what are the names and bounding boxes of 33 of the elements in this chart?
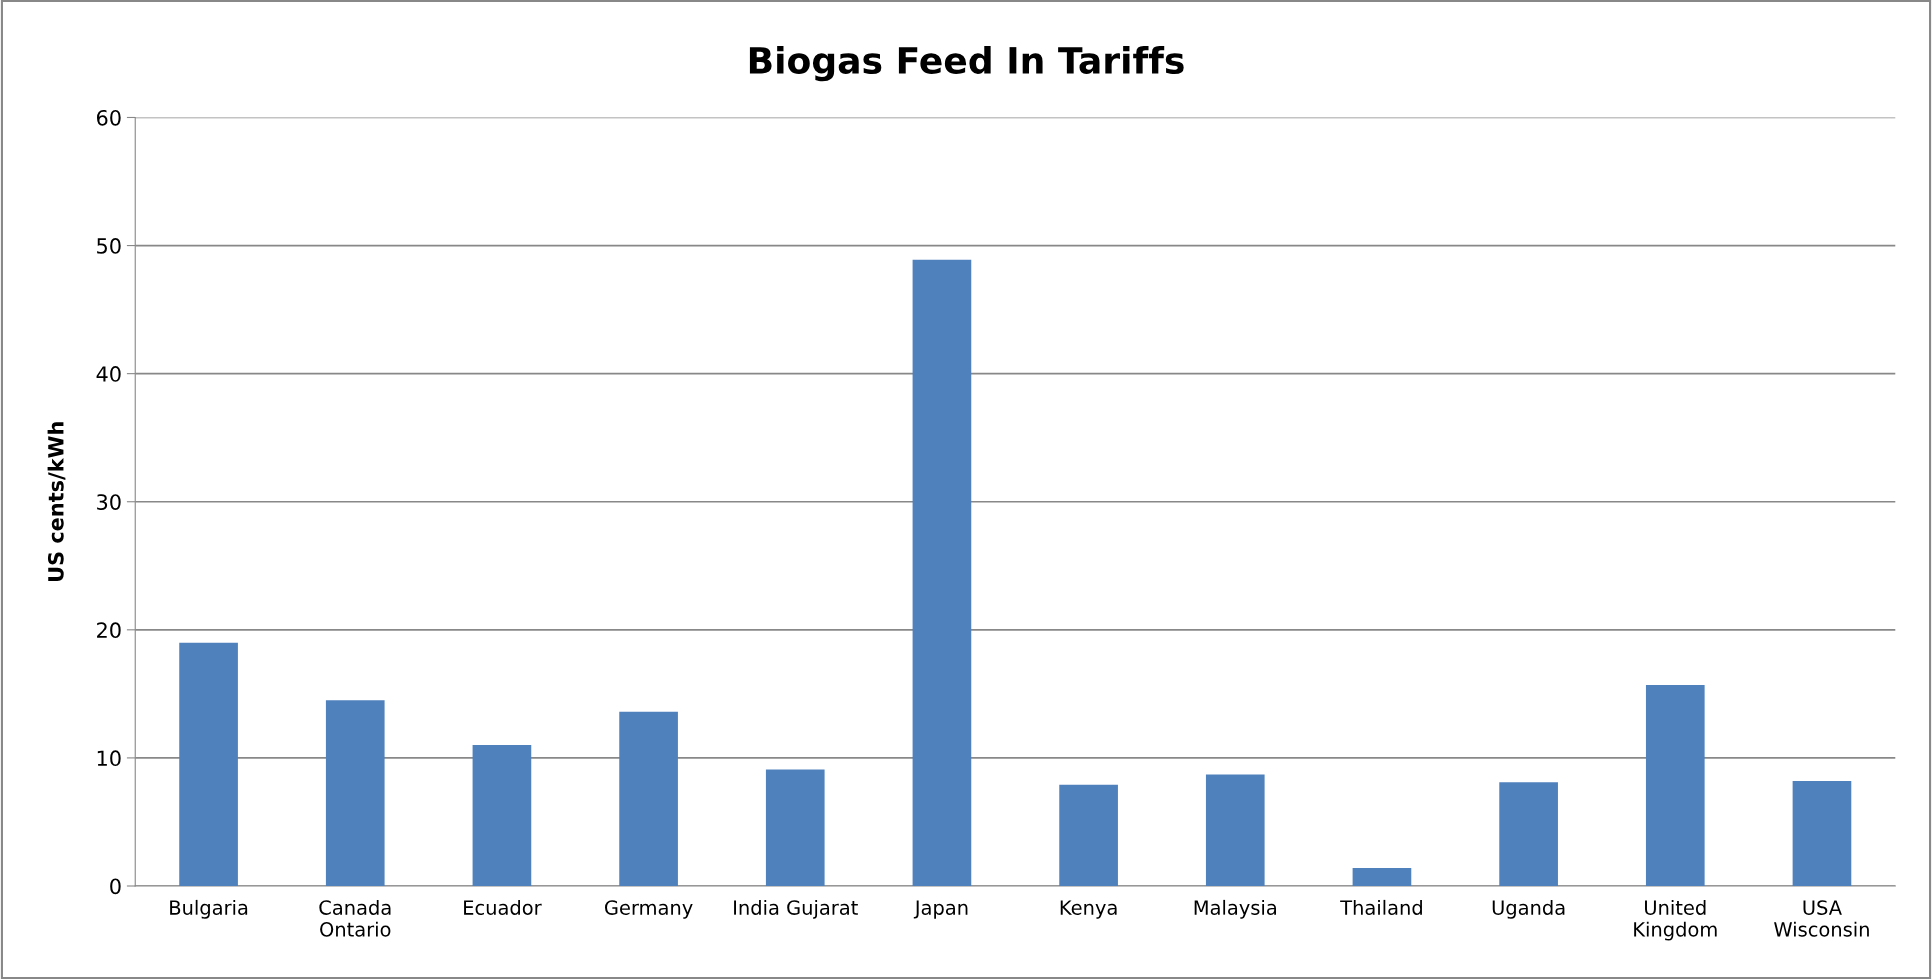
y-tick-label: 50 [97,238,121,254]
x-tick-label: Thailand [1340,899,1422,915]
x-tick-label: Kenya [1060,900,1117,919]
bar [1205,774,1265,886]
x-tick-label: United Kingdom [1634,899,1717,941]
bar [1645,684,1705,886]
x-tick-label: India Gujarat [734,899,858,919]
x-tick-label: Uganda [1492,899,1565,919]
x-tick-label: USA Wisconsin [1774,900,1869,937]
bar [619,711,678,886]
y-axis-title: US cents/kWh [47,422,66,581]
bar [1499,782,1558,886]
y-tick-label: 60 [96,109,121,126]
x-tick-label: Ecuador [464,899,542,915]
y-tick-label: 40 [96,366,121,382]
bar [472,745,532,886]
x-tick-label: Bulgaria [170,899,248,919]
bar [912,259,972,886]
bar [1352,868,1412,886]
bar [765,769,825,886]
y-tick-label: 20 [97,622,121,639]
chart-title: Biogas Feed In Tariffs [749,46,1184,82]
bar [1059,784,1118,886]
y-tick-label: 30 [97,494,121,510]
bar [325,700,385,886]
bar [179,642,238,886]
x-tick-label: Japan [913,900,968,919]
y-tick-label: 10 [97,750,121,767]
x-tick-label: Germany [604,900,693,919]
x-tick-label: Canada Ontario [319,899,391,937]
x-tick-label: Malaysia [1194,899,1276,919]
y-tick-label: 0 [110,878,121,895]
bar [1792,780,1852,886]
